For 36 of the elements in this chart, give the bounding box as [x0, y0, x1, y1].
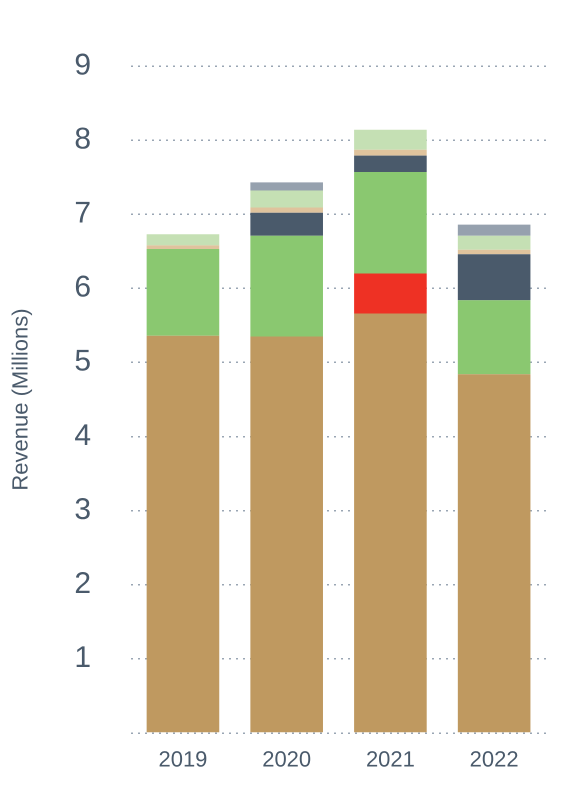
bar	[146, 249, 220, 336]
bar	[354, 274, 427, 314]
bar	[354, 172, 427, 274]
y-tick-label: 4	[74, 418, 92, 452]
bar	[458, 224, 530, 236]
y-tick-label: 9	[74, 48, 92, 82]
bar	[146, 245, 220, 250]
bar	[250, 182, 323, 191]
y-tick-label: 8	[74, 122, 92, 156]
bar	[146, 234, 220, 246]
y-tick-label: 5	[74, 344, 92, 378]
bar	[146, 336, 220, 732]
bar	[354, 150, 427, 156]
x-tick-label: 2022	[470, 746, 519, 772]
bar	[458, 254, 530, 300]
bar	[250, 190, 323, 208]
y-tick-label: 6	[74, 270, 92, 304]
y-tick-label: 7	[74, 196, 92, 230]
bar	[354, 130, 427, 150]
bar	[458, 300, 530, 374]
y-tick-label: 2	[74, 567, 92, 600]
x-tick-label: 2020	[262, 746, 312, 772]
x-tick-label: 2021	[366, 746, 415, 772]
bar	[354, 156, 427, 172]
y-axis-title: Revenue (Millions)	[7, 308, 32, 491]
bar	[250, 336, 323, 732]
y-tick-label: 3	[74, 492, 92, 526]
x-tick-label: 2019	[158, 746, 208, 772]
bar	[354, 314, 427, 732]
bar	[458, 236, 530, 250]
y-tick-label: 1	[74, 641, 92, 674]
bar	[250, 208, 323, 213]
bar	[250, 236, 323, 337]
bar	[458, 250, 530, 254]
bar	[250, 212, 323, 236]
bar	[458, 374, 530, 732]
